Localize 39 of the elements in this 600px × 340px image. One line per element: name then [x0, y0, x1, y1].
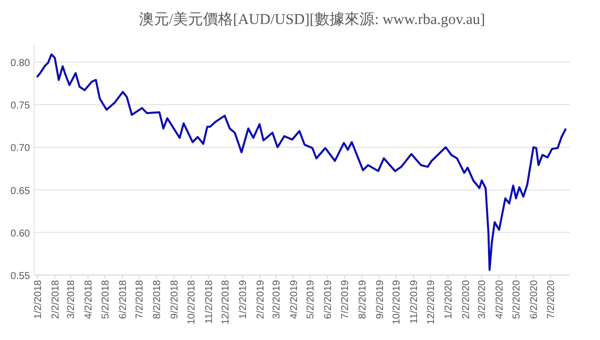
x-tick-label: 6/2/2018 [118, 280, 129, 319]
x-tick-label: 4/2/2020 [494, 280, 506, 319]
x-tick-label: 1/2/2018 [32, 280, 44, 319]
x-tick-label: 5/2/2018 [100, 280, 112, 319]
x-tick-label: 4/2/2018 [83, 280, 94, 319]
y-tick-label: 0.70 [10, 143, 30, 154]
y-tick-label: 0.80 [10, 58, 30, 70]
x-tick-label: 7/2/2018 [134, 280, 146, 319]
x-tick-label: 4/2/2019 [288, 280, 300, 319]
x-tick-label: 7/2/2019 [340, 280, 351, 319]
x-tick-label: 2/2/2019 [256, 280, 267, 319]
x-tick-label: 11/2/2018 [204, 280, 215, 324]
x-tick-label: 5/2/2020 [512, 280, 523, 319]
x-tick-label: 3/2/2020 [477, 280, 488, 319]
y-tick-label: 0.60 [10, 228, 30, 240]
line-series [36, 53, 566, 271]
y-tick-label: 0.65 [10, 186, 30, 197]
x-tick-label: 11/2/2019 [409, 280, 420, 324]
x-tick-label: 8/2/2018 [152, 280, 164, 319]
x-tick-label: 10/2/2019 [392, 280, 403, 324]
y-tick-label: 0.55 [10, 271, 30, 282]
x-tick-label: 7/2/2020 [546, 280, 557, 319]
x-tick-label: 3/2/2019 [271, 280, 282, 319]
y-tick-label: 0.75 [10, 100, 30, 112]
x-tick-label: 12/2/2019 [426, 280, 438, 324]
x-tick-label: 1/2/2020 [443, 280, 454, 319]
x-tick-label: 2/2/2018 [50, 280, 62, 319]
x-tick-label: 9/2/2019 [374, 280, 386, 319]
chart-title: 澳元/美元價格[AUD/USD][數據來源: www.rba.gov.au] [138, 11, 486, 28]
x-tick-label: 12/2/2018 [220, 280, 232, 324]
x-tick-label: 2/2/2020 [460, 280, 472, 319]
x-tick-label: 1/2/2019 [238, 280, 250, 319]
x-tick-label: 8/2/2019 [357, 280, 368, 319]
x-tick-label: 9/2/2018 [170, 280, 181, 319]
x-tick-label: 10/2/2018 [186, 280, 198, 324]
x-tick-label: 6/2/2020 [528, 280, 540, 319]
x-tick-label: 6/2/2019 [323, 280, 334, 319]
x-tick-label: 5/2/2019 [306, 280, 317, 319]
x-tick-label: 3/2/2018 [66, 280, 78, 319]
